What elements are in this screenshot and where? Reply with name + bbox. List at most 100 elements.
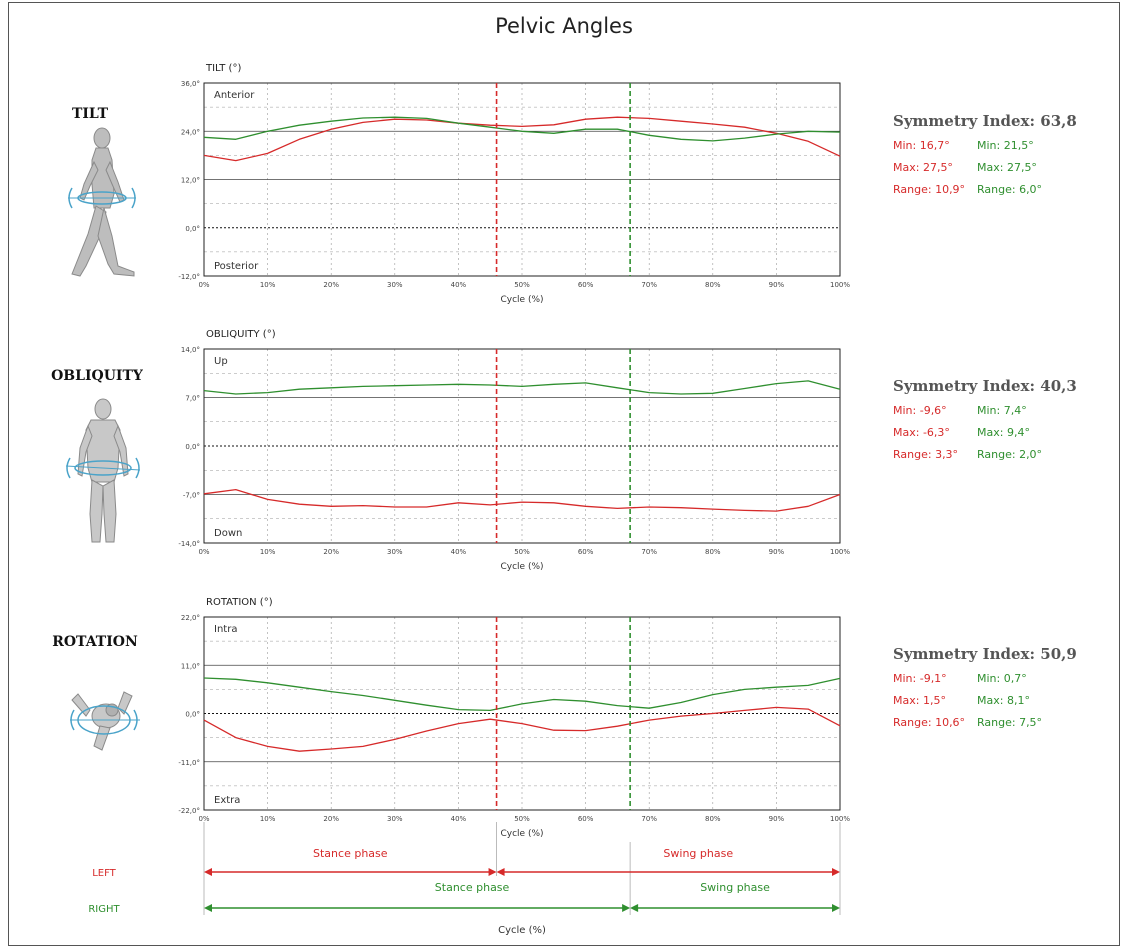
- right-stance-arrow-head: [204, 904, 212, 912]
- left-max: Max: 27,5°: [893, 161, 953, 174]
- symmetry-index: Symmetry Index: 50,9: [893, 645, 1077, 663]
- series-line-right: [203, 677, 841, 712]
- right-max: Max: 9,4°: [977, 426, 1030, 439]
- x-tick-label: 80%: [705, 548, 721, 556]
- right-swing-label: Swing phase: [700, 881, 770, 894]
- x-tick-label: 60%: [578, 815, 594, 823]
- x-axis-label: Cycle (%): [500, 562, 543, 572]
- y-tick-label: 0,0°: [185, 443, 200, 451]
- x-tick-label: 0%: [198, 281, 209, 289]
- x-tick-label: 50%: [514, 548, 530, 556]
- right-min: Min: 0,7°: [977, 672, 1027, 685]
- x-tick-label: 70%: [641, 281, 657, 289]
- x-tick-label: 50%: [514, 281, 530, 289]
- left-legend-label: LEFT: [92, 868, 116, 879]
- x-tick-label: 40%: [451, 281, 467, 289]
- x-tick-label: 70%: [641, 548, 657, 556]
- series-line-right: [203, 380, 841, 395]
- section-label-tilt: TILT: [71, 106, 109, 122]
- x-tick-label: 10%: [260, 815, 276, 823]
- x-tick-label: 40%: [451, 548, 467, 556]
- region-label-bottom: Down: [214, 528, 242, 539]
- page-title: Pelvic Angles: [495, 14, 633, 38]
- y-tick-label: 14,0°: [181, 346, 200, 354]
- x-tick-label: 70%: [641, 815, 657, 823]
- left-max: Max: 1,5°: [893, 694, 946, 707]
- x-tick-label: 0%: [198, 548, 209, 556]
- x-tick-label: 100%: [830, 548, 850, 556]
- series-line-left: [203, 116, 841, 162]
- left-min: Min: 16,7°: [893, 139, 950, 152]
- chart-1: TILT (°) 36,0° 24,0° 12,0° 0,0° -12,0°0% 10% 20…: [178, 63, 850, 305]
- x-tick-label: 10%: [260, 548, 276, 556]
- left-range: Range: 10,9°: [893, 183, 966, 196]
- region-label-top: Up: [214, 356, 228, 367]
- right-range: Range: 7,5°: [977, 716, 1043, 729]
- chart-title: ROTATION (°): [206, 597, 273, 608]
- left-min: Min: -9,6°: [893, 404, 947, 417]
- section-label-obliquity: OBLIQUITY: [51, 368, 143, 384]
- left-range: Range: 10,6°: [893, 716, 966, 729]
- y-tick-label: 11,0°: [181, 662, 200, 670]
- walking-person-side-icon: [68, 127, 136, 277]
- symmetry-panel-obliquity: Symmetry Index: 40,3 Min: -9,6° Min: 7,4…: [893, 377, 1113, 461]
- symmetry-index: Symmetry Index: 40,3: [893, 377, 1077, 395]
- series-line-right: [203, 116, 841, 142]
- x-tick-label: 20%: [323, 281, 339, 289]
- y-tick-label: -7,0°: [183, 492, 200, 500]
- right-stance-label: Stance phase: [435, 881, 510, 894]
- right-range: Range: 2,0°: [977, 448, 1043, 461]
- x-tick-label: 90%: [769, 815, 785, 823]
- region-label-bottom: Extra: [214, 795, 240, 806]
- symmetry-panel-rotation: Symmetry Index: 50,9 Min: -9,1° Min: 0,7…: [893, 645, 1113, 729]
- region-label-top: Intra: [214, 624, 237, 635]
- report-frame: [8, 2, 1120, 946]
- left-swing-arrow-head: [832, 868, 840, 876]
- chart-title: OBLIQUITY (°): [206, 329, 276, 340]
- right-legend-label: RIGHT: [88, 904, 120, 915]
- x-tick-label: 30%: [387, 548, 403, 556]
- left-min: Min: -9,1°: [893, 672, 947, 685]
- plot-frame: [203, 348, 841, 544]
- region-label-bottom: Posterior: [214, 261, 259, 272]
- left-stance-arrow-head: [204, 868, 212, 876]
- right-min: Min: 7,4°: [977, 404, 1027, 417]
- x-tick-label: 10%: [260, 281, 276, 289]
- plot-frame: [203, 82, 841, 277]
- right-swing-arrow-head: [630, 904, 639, 912]
- y-tick-label: -11,0°: [178, 759, 200, 767]
- x-axis-label: Cycle (%): [500, 829, 543, 839]
- y-tick-label: 0,0°: [185, 225, 200, 233]
- y-tick-label: 0,0°: [185, 711, 200, 719]
- x-tick-label: 90%: [769, 281, 785, 289]
- right-max: Max: 27,5°: [977, 161, 1037, 174]
- chart-3: ROTATION (°) 22,0° 11,0° 0,0° -11,0° -22,0°0%…: [178, 597, 850, 839]
- y-tick-label: 24,0°: [181, 128, 200, 136]
- x-tick-label: 20%: [323, 815, 339, 823]
- x-tick-label: 100%: [830, 281, 850, 289]
- y-tick-label: -14,0°: [178, 540, 200, 548]
- person-top-view-icon: [70, 691, 140, 751]
- x-tick-label: 90%: [769, 548, 785, 556]
- y-tick-label: 7,0°: [185, 395, 200, 403]
- left-swing-label: Swing phase: [663, 847, 733, 860]
- right-range: Range: 6,0°: [977, 183, 1043, 196]
- y-tick-label: -12,0°: [178, 273, 200, 281]
- x-tick-label: 100%: [830, 815, 850, 823]
- x-tick-label: 30%: [387, 281, 403, 289]
- symmetry-index: Symmetry Index: 63,8: [893, 112, 1077, 130]
- phase-timeline: Stance phase Swing phase Stance phase Swing…: [88, 822, 841, 936]
- right-max: Max: 8,1°: [977, 694, 1030, 707]
- left-max: Max: -6,3°: [893, 426, 950, 439]
- y-tick-label: -22,0°: [178, 807, 200, 815]
- section-label-rotation: ROTATION: [52, 634, 138, 650]
- x-tick-label: 0%: [198, 815, 209, 823]
- series-line-left: [203, 706, 841, 752]
- chart-title: TILT (°): [205, 63, 241, 74]
- x-tick-label: 60%: [578, 548, 594, 556]
- phase-x-axis-label: Cycle (%): [498, 925, 546, 936]
- chart-2: OBLIQUITY (°) 14,0° 7,0° 0,0° -7,0° -14,0°0% 1…: [178, 329, 850, 572]
- x-tick-label: 50%: [514, 815, 530, 823]
- y-tick-label: 36,0°: [181, 80, 200, 88]
